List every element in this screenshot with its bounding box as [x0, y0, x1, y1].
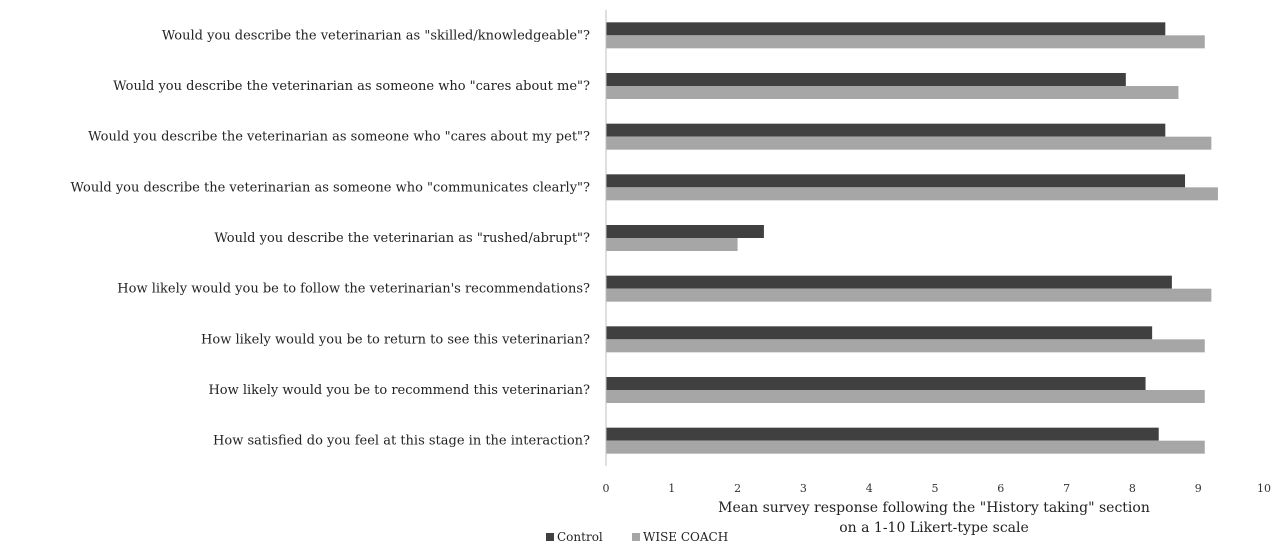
x-tick-10: 10: [1257, 482, 1271, 495]
bar-control-1: [606, 22, 1166, 36]
bar-control-5: [606, 225, 764, 238]
bar-control-6: [606, 275, 1172, 289]
x-tick-2: 2: [734, 482, 741, 495]
x-axis-title-line-1: Mean survey response following the "Hist…: [718, 500, 1150, 516]
bar-wise-coach-4: [606, 187, 1218, 201]
category-label-4: Would you describe the veterinarian as s…: [71, 180, 590, 195]
category-label-2: Would you describe the veterinarian as s…: [113, 79, 590, 94]
bar-wise-coach-5: [606, 238, 738, 251]
legend: Control WISE COACH: [546, 530, 728, 544]
bar-wise-coach-7: [606, 339, 1205, 353]
category-label-9: How satisfied do you feel at this stage …: [213, 434, 590, 449]
bar-control-2: [606, 73, 1126, 86]
x-axis-title-line-2: on a 1-10 Likert-type scale: [839, 520, 1029, 536]
category-label-6: How likely would you be to follow the ve…: [117, 282, 590, 297]
x-tick-4: 4: [866, 482, 873, 495]
bar-control-7: [606, 326, 1153, 340]
category-label-7: How likely would you be to return to see…: [201, 332, 590, 347]
bar-control-9: [606, 427, 1159, 441]
x-tick-7: 7: [1063, 482, 1070, 495]
bar-wise-coach-6: [606, 288, 1212, 302]
bar-wise-coach-9: [606, 440, 1205, 454]
x-tick-0: 0: [603, 482, 610, 495]
x-tick-5: 5: [932, 482, 939, 495]
legend-label-control: Control: [557, 530, 603, 544]
legend-label-wise-coach: WISE COACH: [643, 530, 728, 544]
category-labels: Would you describe the veterinarian as "…: [71, 28, 590, 448]
bar-control-3: [606, 123, 1166, 137]
bar-wise-coach-1: [606, 35, 1205, 49]
bar-control-4: [606, 174, 1186, 188]
bar-wise-coach-8: [606, 390, 1205, 403]
bar-wise-coach-2: [606, 86, 1179, 99]
x-tick-3: 3: [800, 482, 807, 495]
category-label-3: Would you describe the veterinarian as s…: [88, 130, 590, 145]
bar-wise-coach-3: [606, 136, 1212, 150]
category-label-1: Would you describe the veterinarian as "…: [162, 28, 590, 43]
x-tick-1: 1: [668, 482, 675, 495]
x-tick-labels: 0 1 2 3 4 5 6 7 8 9 10: [603, 482, 1272, 495]
category-label-5: Would you describe the veterinarian as "…: [214, 231, 590, 246]
x-tick-8: 8: [1129, 482, 1136, 495]
bar-control-8: [606, 377, 1146, 390]
category-label-8: How likely would you be to recommend thi…: [208, 383, 590, 398]
legend-swatch-control: [546, 533, 554, 541]
bars-group: [606, 22, 1218, 454]
legend-swatch-wise-coach: [632, 533, 640, 541]
x-tick-9: 9: [1195, 482, 1202, 495]
x-tick-6: 6: [997, 482, 1004, 495]
